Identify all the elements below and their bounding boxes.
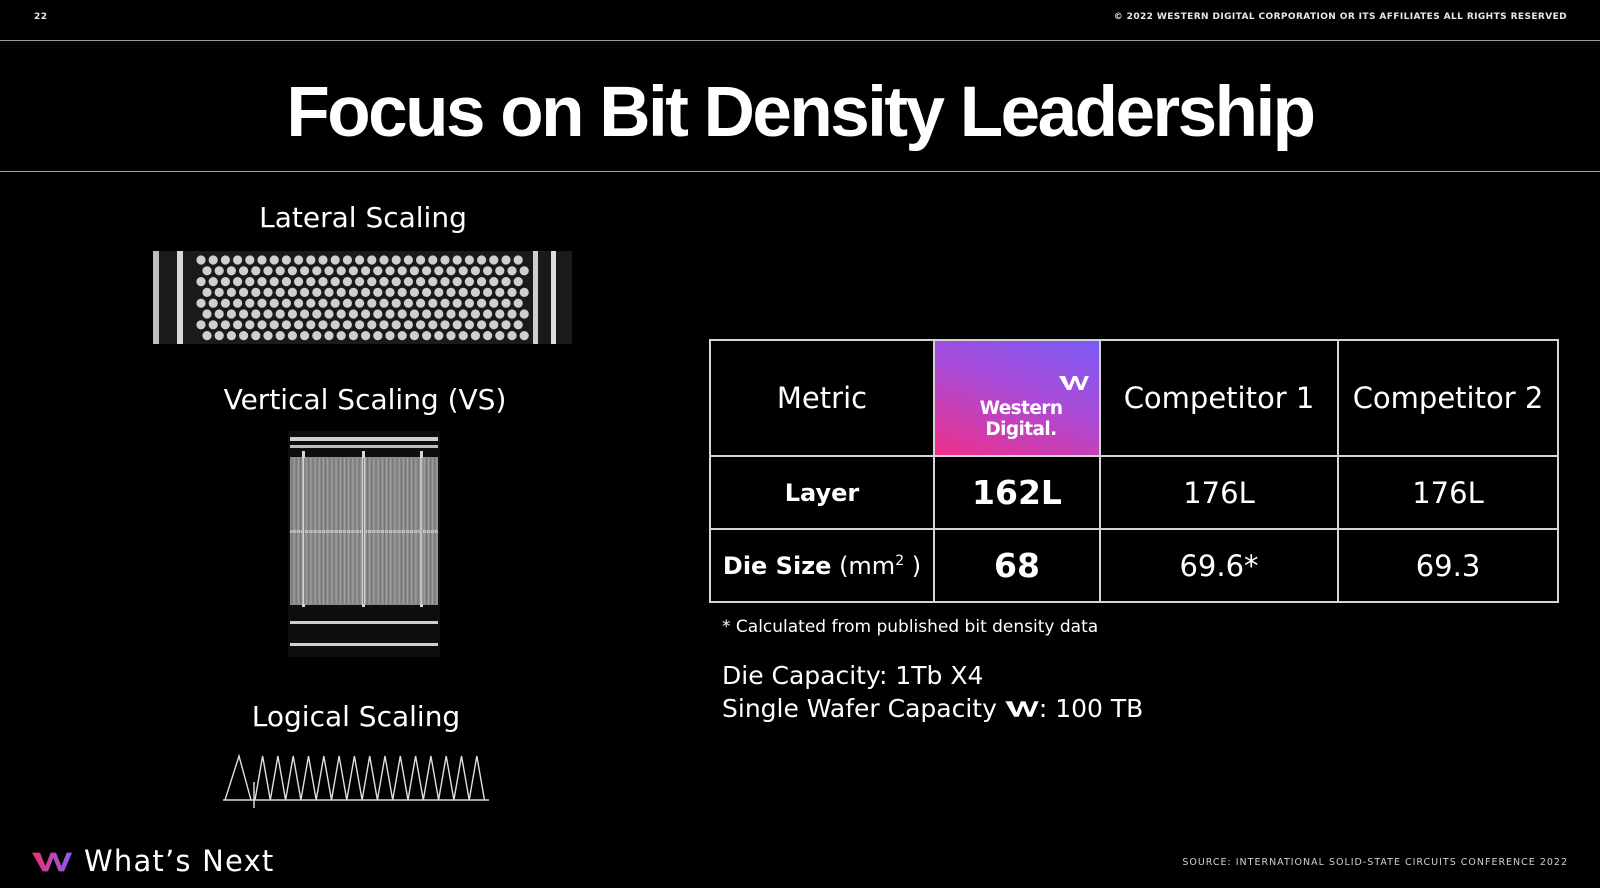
western-digital-mark-icon <box>1005 701 1039 717</box>
competitor-2-layer-value: 176L <box>1337 455 1559 530</box>
header-divider <box>0 40 1600 41</box>
comparison-table: Metric Western Digital. Competitor 1 Com… <box>709 339 1559 603</box>
wd-die-size-value: 68 <box>933 528 1101 603</box>
vertical-scaling-label: Vertical Scaling (VS) <box>223 383 507 416</box>
competitor-1-header: Competitor 1 <box>1099 339 1339 457</box>
whats-next-label: What’s Next <box>84 844 275 878</box>
capacity-text: Die Capacity: 1Tb X4 Single Wafer Capaci… <box>722 659 1143 725</box>
wafer-capacity-value: : 100 TB <box>1038 694 1144 723</box>
logical-scaling-label: Logical Scaling <box>251 700 461 733</box>
western-digital-mark-icon <box>1059 376 1089 390</box>
wafer-capacity-prefix: Single Wafer Capacity <box>722 694 1005 723</box>
die-capacity: Die Capacity: 1Tb X4 <box>722 661 984 690</box>
metric-header: Metric <box>709 339 935 457</box>
western-digital-mark-icon <box>32 852 72 872</box>
die-size-label: Die Size (mm2 ) <box>709 528 935 603</box>
vertical-scaling-image <box>288 431 440 657</box>
logical-scaling-waveform <box>221 752 491 808</box>
page-number: 22 <box>34 12 48 22</box>
table-header-row: Metric Western Digital. Competitor 1 Com… <box>709 339 1559 457</box>
table-row: Layer 162L 176L 176L <box>709 455 1559 530</box>
die-size-unit: (mm2 ) <box>831 552 921 580</box>
die-size-unit-prefix: (mm <box>831 551 896 580</box>
competitor-1-die-size-value: 69.6* <box>1099 528 1339 603</box>
die-size-unit-sup: 2 <box>895 552 905 569</box>
competitor-2-header: Competitor 2 <box>1337 339 1559 457</box>
lateral-scaling-image <box>153 251 572 344</box>
table-row: Die Size (mm2 ) 68 69.6* 69.3 <box>709 528 1559 603</box>
page-title: Focus on Bit Density Leadership <box>286 73 1316 152</box>
copyright-notice: © 2022 WESTERN DIGITAL CORPORATION OR IT… <box>1113 12 1567 22</box>
source-citation: SOURCE: INTERNATIONAL SOLID-STATE CIRCUI… <box>1182 857 1568 868</box>
footnote: * Calculated from published bit density … <box>722 617 1099 637</box>
competitor-1-layer-value: 176L <box>1099 455 1339 530</box>
western-digital-header: Western Digital. <box>933 339 1101 457</box>
title-divider <box>0 171 1600 172</box>
wd-layer-value: 162L <box>933 455 1101 530</box>
layer-label: Layer <box>709 455 935 530</box>
die-size-label-text: Die Size <box>722 551 832 580</box>
die-size-unit-suffix: ) <box>904 551 922 580</box>
wafer-capacity: Single Wafer Capacity : 100 TB <box>722 692 1143 725</box>
western-digital-logo-text: Western Digital. <box>979 398 1063 440</box>
lateral-scaling-label: Lateral Scaling <box>259 201 467 234</box>
competitor-2-die-size-value: 69.3 <box>1337 528 1559 603</box>
